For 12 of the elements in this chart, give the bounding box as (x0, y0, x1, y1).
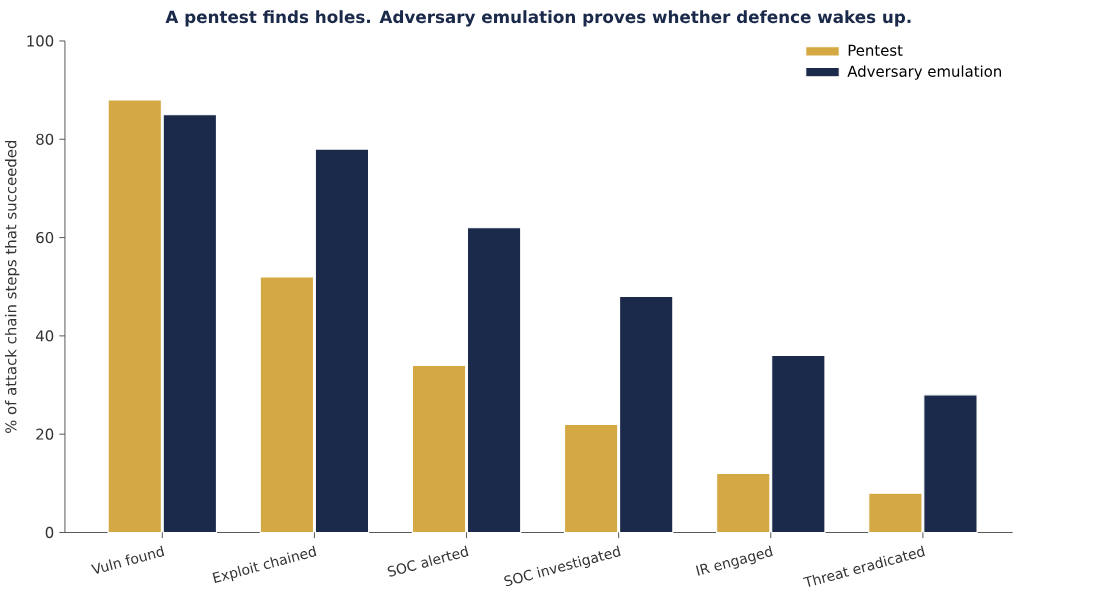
legend-label: Pentest (848, 45, 903, 57)
chart-title: A pentest finds holes. Adversary emulation proves whether defence wakes up. (165, 10, 911, 27)
legend-label: Adversary emulation (847, 65, 1001, 80)
y-tick-label: 80 (36, 133, 54, 146)
y-tick-label: 100 (27, 35, 54, 47)
y-axis-title: % of attack chain steps that succeeded (4, 141, 20, 434)
y-tick-label: 20 (36, 428, 54, 441)
y-tick-label: 60 (36, 232, 54, 244)
y-tick-label: 0 (45, 527, 54, 539)
y-tick-label: 40 (35, 330, 54, 342)
x-tick-label: SOC alerted (387, 545, 469, 577)
x-tick-label: Vuln found (90, 545, 165, 574)
